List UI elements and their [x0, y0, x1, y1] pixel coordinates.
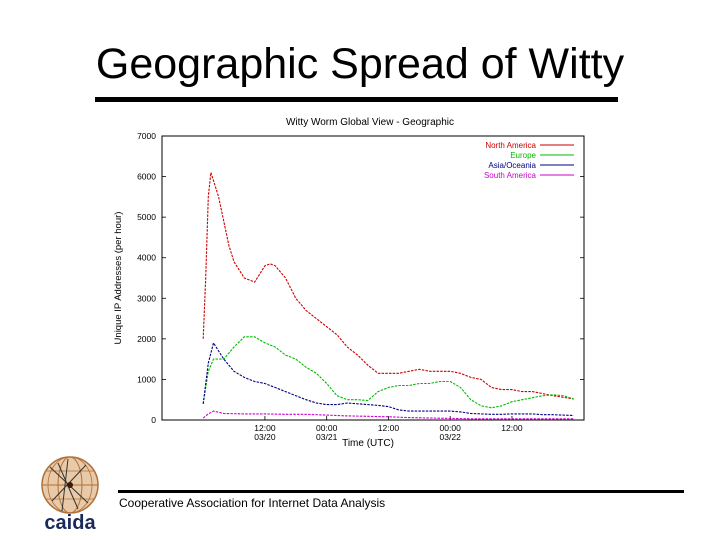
x-tick-label: 12:00	[254, 423, 276, 433]
series-line-europe	[202, 336, 574, 409]
x-tick-label: 12:00	[501, 423, 523, 433]
chart-title: Witty Worm Global View - Geographic	[286, 117, 454, 128]
footer-text: Cooperative Association for Internet Dat…	[119, 496, 386, 510]
witty-geographic-chart: Witty Worm Global View - Geographic 0 100…	[113, 117, 585, 449]
y-tick-label: 0	[151, 415, 156, 425]
y-tick-label: 1000	[137, 374, 156, 384]
y-tick-label: 6000	[137, 172, 156, 182]
series-line-north-america	[202, 172, 574, 400]
y-tick-label: 7000	[137, 131, 156, 141]
series-line-south-america	[202, 410, 574, 420]
x-tick-date-label: 03/22	[440, 432, 462, 442]
plot-frame	[161, 135, 585, 421]
slide-title: Geographic Spread of Witty	[95, 40, 625, 88]
y-tick-label: 2000	[137, 334, 156, 344]
x-tick-label: 00:00	[440, 423, 462, 433]
x-tick-date-label: 03/21	[316, 432, 338, 442]
x-axis-label: Time (UTC)	[342, 438, 394, 449]
footer-rule	[118, 490, 684, 493]
x-tick-date-label: 03/20	[254, 432, 276, 442]
caida-logo: caida	[41, 456, 99, 533]
series-line-asia-oceania	[202, 341, 574, 417]
legend-label: North America	[485, 141, 536, 150]
legend-label: South America	[484, 171, 537, 180]
x-tick-label: 00:00	[316, 423, 338, 433]
y-axis-label: Unique IP Addresses (per hour)	[113, 212, 124, 345]
y-tick-label: 4000	[137, 253, 156, 263]
legend-label: Asia/Oceania	[488, 161, 536, 170]
y-tick-label: 5000	[137, 212, 156, 222]
title-underline	[95, 97, 618, 102]
x-tick-label: 12:00	[378, 423, 400, 433]
logo-wordmark: caida	[44, 512, 96, 533]
y-tick-label: 3000	[137, 293, 156, 303]
legend-label: Europe	[510, 151, 536, 160]
